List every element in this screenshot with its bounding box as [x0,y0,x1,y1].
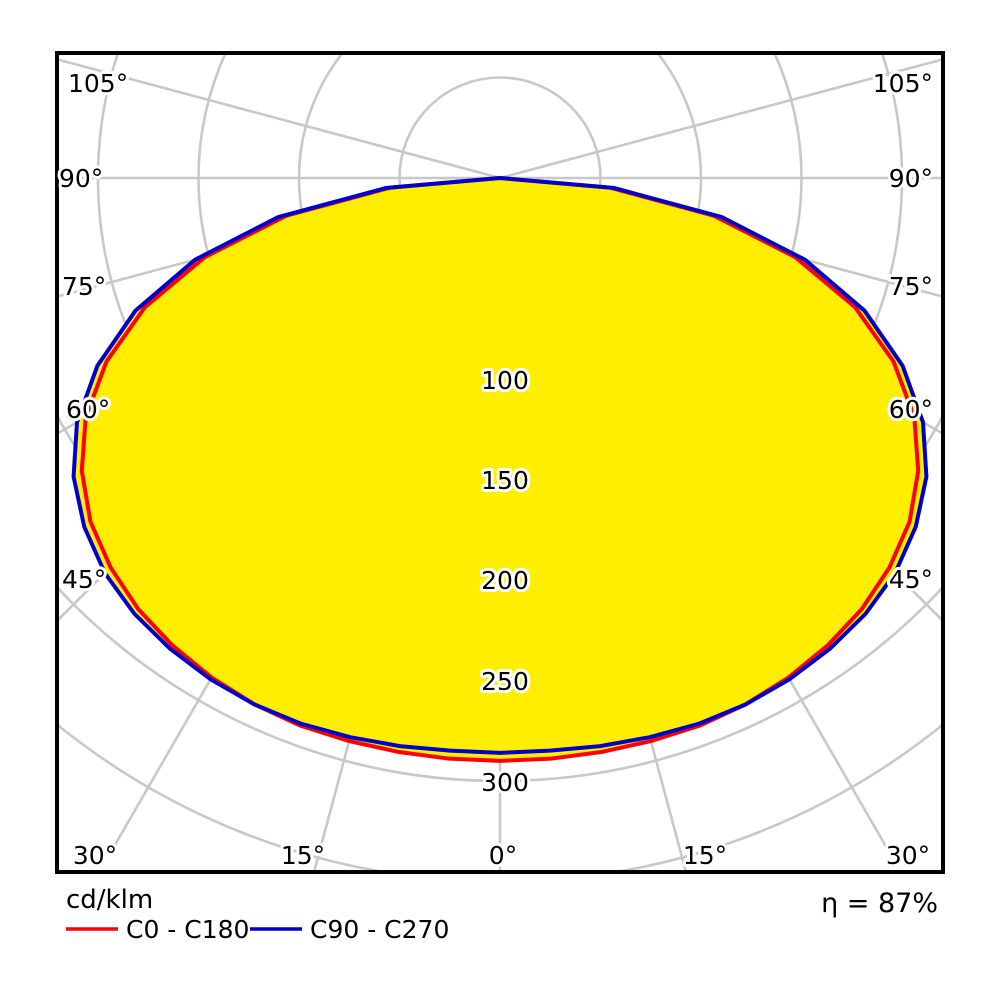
left-angle-labels: 105° 90° 75° 60° 45° [56,66,131,597]
angle-label-bottom-15-left: 15° [281,841,325,870]
angle-label-right-45: 45° [889,565,933,594]
series-curve-c0-c180 [79,176,921,763]
plot-frame-border [55,51,945,874]
angle-label-right-60: 60° [889,395,933,424]
right-angle-labels: 105° 90° 75° 60° 45° [870,66,936,597]
series-curve-c90-c270 [71,176,929,755]
legend-label-c0-c180: C0 - C180 [126,915,249,944]
angle-label-left-75: 75° [62,272,106,301]
data-curves [71,176,929,763]
efficiency-label: η = 87% [821,888,938,919]
distribution-fill-area [73,178,927,761]
radial-label-250: 250 [481,667,529,696]
grid-spoke-r105 [499,57,943,180]
polar-grid [57,53,943,872]
angle-label-left-60: 60° [66,395,110,424]
legend-item-c0-c180: C0 - C180 [66,915,249,944]
unit-label: cd/klm [66,885,153,915]
legend-item-c90-c270: C90 - C270 [250,915,449,944]
radial-label-100: 100 [481,366,529,395]
radial-label-150: 150 [481,466,529,495]
angle-label-left-45: 45° [62,565,106,594]
angle-label-right-75: 75° [889,272,933,301]
angle-label-right-90: 90° [889,164,933,193]
radial-label-300: 300 [481,768,529,797]
legend-label-c90-c270: C90 - C270 [310,915,449,944]
angle-label-bottom-15-right: 15° [683,841,727,870]
angle-label-left-90: 90° [59,164,103,193]
angle-label-bottom-30-left: 30° [73,841,117,870]
angle-label-right-105: 105° [873,69,933,98]
angle-label-bottom-30-right: 30° [886,841,930,870]
bottom-angle-labels: 30° 15° 0° 15° 30° [70,838,933,873]
radial-label-200: 200 [481,566,529,595]
grid-spoke-l105 [57,57,501,180]
legend: C0 - C180 C90 - C270 [66,915,449,944]
angle-label-left-105: 105° [68,69,128,98]
radial-value-labels: 100 150 200 250 300 [478,363,532,800]
angle-label-bottom-0: 0° [489,841,517,870]
